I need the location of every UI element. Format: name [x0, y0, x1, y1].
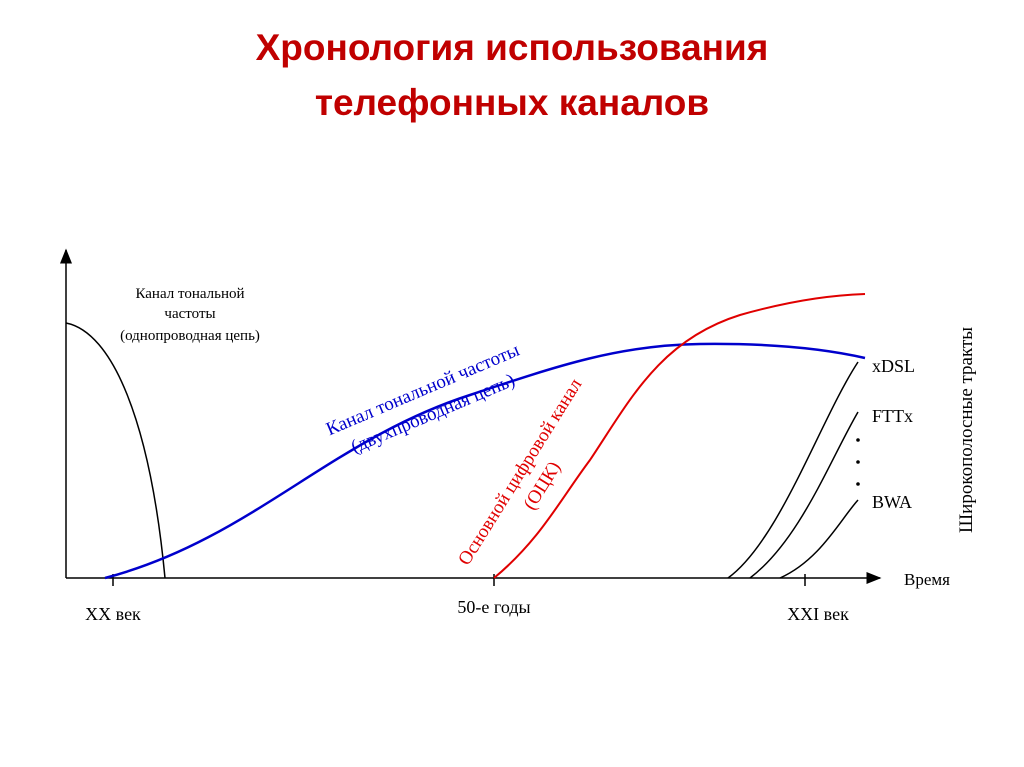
- broadband-label: Широкополосные тракты: [956, 327, 977, 533]
- time-label: Время: [904, 570, 950, 589]
- curves: [65, 293, 866, 580]
- x-label: XX век: [85, 604, 141, 624]
- fttx-label: FTTx: [872, 406, 913, 426]
- title-line: телефонных каналов: [315, 82, 709, 123]
- label-line: Канал тональной: [135, 286, 244, 302]
- title-line: Хронология использования: [256, 27, 769, 68]
- bwa-label: BWA: [872, 492, 912, 512]
- x-label: XXI век: [787, 604, 849, 624]
- x-label: 50-е годы: [457, 597, 530, 617]
- label-line: (однопроводная цепь): [120, 328, 260, 344]
- xdsl-label: xDSL: [872, 356, 915, 376]
- label-line: частоты: [164, 306, 215, 322]
- dots: [856, 438, 860, 486]
- two-wire-label: Канал тональной частоты (двухпроводная ц…: [323, 340, 523, 458]
- single-wire-label: Канал тональной частоты (однопроводная ц…: [120, 286, 260, 344]
